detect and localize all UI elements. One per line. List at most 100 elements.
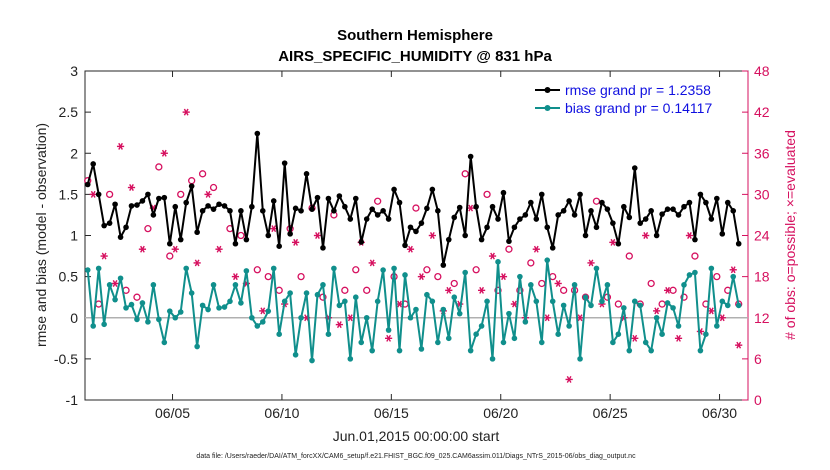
- bias-point: [544, 257, 551, 263]
- bias-point: [686, 272, 693, 278]
- bias-point: [90, 323, 97, 329]
- rmse-point: [385, 216, 392, 222]
- bias-point: [358, 339, 365, 346]
- rmse-point: [429, 186, 436, 193]
- bias-point: [435, 339, 441, 346]
- rmse-point: [615, 240, 622, 247]
- bias-point: [352, 294, 359, 300]
- asterisk-stroke: [129, 184, 134, 191]
- bias-point: [374, 298, 381, 305]
- bias-point: [205, 306, 211, 313]
- asterisk-stroke: [501, 273, 506, 281]
- bias-point: [188, 290, 195, 296]
- rmse-point: [697, 191, 704, 198]
- bias-line: [86, 259, 740, 362]
- rmse-point: [363, 216, 370, 222]
- asterisk-stroke: [654, 307, 660, 315]
- rmse-point: [571, 212, 578, 218]
- rmse-point: [325, 195, 332, 202]
- bias-point: [566, 323, 572, 329]
- obs-evaluated-point: [554, 280, 562, 287]
- rmse-point: [681, 203, 687, 210]
- rmse-point: [451, 214, 458, 221]
- bias-series: [84, 257, 742, 364]
- bias-point: [599, 298, 605, 305]
- rmse-point: [101, 222, 107, 229]
- obs-possible-point: [237, 231, 245, 240]
- rmse-point: [522, 212, 529, 218]
- bias-point: [84, 267, 91, 273]
- asterisk-stroke: [408, 245, 413, 253]
- rmse-point: [599, 199, 605, 206]
- bias-point: [134, 316, 140, 323]
- rmse-point: [265, 232, 272, 239]
- obs-possible-point: [166, 252, 174, 260]
- bias-point: [243, 268, 250, 274]
- asterisk-stroke: [512, 300, 517, 308]
- rmse-point: [238, 208, 244, 214]
- rmse-point: [172, 203, 179, 210]
- rmse-point: [506, 238, 512, 245]
- bias-point: [735, 302, 742, 309]
- rmse-point: [156, 195, 162, 202]
- rmse-series: [84, 130, 742, 268]
- bias-point: [166, 308, 173, 314]
- bias-point: [577, 356, 583, 362]
- bias-point: [642, 339, 649, 346]
- asterisk-stroke: [194, 259, 200, 267]
- rmse-point: [320, 245, 326, 251]
- bias-point: [681, 282, 687, 288]
- y-axis-label: rmse and bias (model - observation): [33, 123, 49, 347]
- obs-evaluated-point: [89, 190, 97, 198]
- rmse-point: [150, 212, 157, 218]
- bias-point: [156, 316, 162, 323]
- bias-point: [254, 323, 261, 329]
- y-tick-label: 1: [70, 228, 78, 244]
- bias-point: [117, 275, 124, 282]
- bias-point: [265, 308, 272, 314]
- bias-point: [445, 335, 452, 342]
- obs-possible-point: [527, 259, 535, 267]
- obs-evaluated-point: [532, 245, 540, 253]
- bias-point: [610, 339, 616, 346]
- bias-point: [648, 347, 654, 354]
- rmse-point: [134, 202, 140, 208]
- obs-evaluated-point: [543, 314, 551, 322]
- rmse-point: [582, 232, 589, 239]
- asterisk-stroke: [118, 142, 123, 150]
- obs-evaluated-point: [111, 280, 119, 287]
- bias-point: [391, 265, 397, 272]
- bias-point: [593, 265, 600, 272]
- rmse-point: [298, 208, 304, 214]
- data-file-footnote: data file: /Users/raeder/DAI/ATM_forcXX/…: [196, 453, 636, 460]
- obs-evaluated-point: [346, 314, 354, 322]
- rmse-point: [374, 212, 381, 218]
- asterisk-stroke: [555, 280, 561, 287]
- rmse-point: [560, 208, 567, 214]
- bias-point: [467, 347, 474, 354]
- obs-possible-point: [494, 286, 502, 294]
- bias-point: [522, 319, 529, 325]
- asterisk-stroke: [161, 149, 167, 157]
- bias-point: [533, 298, 540, 305]
- rmse-point: [626, 214, 633, 221]
- rmse-point: [413, 228, 419, 235]
- obs-evaluated-point: [368, 259, 376, 267]
- asterisk-stroke: [216, 245, 222, 253]
- obs-possible-point: [592, 197, 601, 205]
- bias-point: [106, 282, 113, 288]
- rmse-point: [473, 203, 479, 210]
- bias-point: [528, 282, 534, 288]
- bias-point: [150, 282, 157, 288]
- rmse-point: [128, 203, 135, 209]
- obs-evaluated-point: [313, 232, 322, 239]
- rmse-point: [500, 189, 507, 196]
- bias-point: [177, 309, 184, 315]
- rmse-point: [659, 211, 665, 217]
- bias-point: [259, 319, 266, 325]
- bias-point: [342, 298, 348, 305]
- rmse-point: [484, 224, 490, 231]
- bias-point: [456, 310, 463, 317]
- bias-point: [517, 273, 523, 280]
- bias-point: [95, 265, 102, 272]
